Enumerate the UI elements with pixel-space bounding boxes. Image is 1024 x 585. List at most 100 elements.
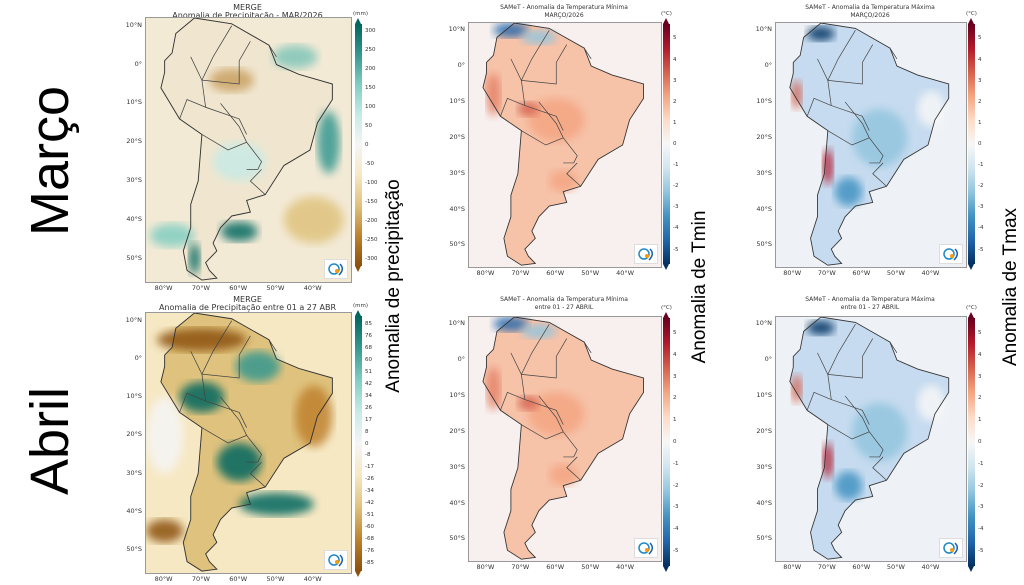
anomaly-region xyxy=(188,243,201,275)
side-label-tmax: Anomalia de Tmax xyxy=(1000,207,1021,367)
lon-tick-label: 60°W xyxy=(546,269,565,277)
colorbar-tick-label: -3 xyxy=(673,504,679,511)
anomaly-region xyxy=(549,464,578,486)
colorbar-tick-label: 3 xyxy=(673,77,677,84)
lon-tick-label: 60°W xyxy=(229,284,248,292)
panel-title: MERGE xyxy=(233,3,262,12)
colorbar-tick-label: -4 xyxy=(978,225,984,232)
anomaly-region xyxy=(852,109,908,167)
lat-tick-label: 50°S xyxy=(126,545,142,554)
anomaly-region xyxy=(791,80,802,110)
south-america-map xyxy=(776,317,966,561)
lon-tick-label: 80°W xyxy=(154,284,173,292)
side-label-tmin: Anomalia de Tmin xyxy=(689,210,710,364)
anomaly-region xyxy=(157,328,247,352)
colorbar-tick-label: 5 xyxy=(673,35,677,42)
south-america-map xyxy=(146,18,351,282)
colorbar-unit: (°C) xyxy=(661,305,672,311)
colorbar-tick-label: -3 xyxy=(978,204,984,211)
lat-tick-label: 30°S xyxy=(126,468,142,477)
colorbar-min-arrow xyxy=(355,266,361,272)
colorbar-tick-label: 300 xyxy=(365,28,376,35)
colorbar-tick-label: 3 xyxy=(673,373,677,380)
anomaly-region xyxy=(220,221,258,242)
colorbar-tick-label: 4 xyxy=(978,56,982,63)
panel-title: SAMeT - Anomalia da Temperatura Máxima xyxy=(805,4,935,11)
lat-tick-label: 20°S xyxy=(126,430,142,439)
colorbar-tick-label: 51 xyxy=(365,368,372,375)
colorbar-tick-label: 8 xyxy=(365,428,369,435)
colorbar-tick-label: -2 xyxy=(978,482,984,489)
coastline xyxy=(160,313,333,572)
colorbar-tick-label: 34 xyxy=(365,392,372,399)
colorbar-max-arrow xyxy=(663,312,669,318)
colorbar-tick-label: -300 xyxy=(365,255,378,262)
anomaly-region xyxy=(493,23,529,38)
anomaly-region xyxy=(822,442,833,479)
lon-tick-label: 60°W xyxy=(852,563,871,571)
colorbar-tick-label: 4 xyxy=(978,351,982,358)
colorbar-tick-label: 2 xyxy=(673,98,677,105)
colorbar-tick-label: -200 xyxy=(365,217,378,224)
colorbar-tick-label: -42 xyxy=(365,500,374,507)
lat-tick-label: 0° xyxy=(764,355,772,364)
panel-title: SAMeT - Anomalia da Temperatura Mínima xyxy=(500,4,628,11)
colorbar-tick-label: -4 xyxy=(673,526,679,533)
colorbar-max-arrow xyxy=(355,310,361,316)
row-label-marco: Março xyxy=(20,85,80,237)
colorbar-tick-label: 5 xyxy=(978,329,982,336)
lat-tick-label: 50°S xyxy=(756,240,772,249)
lat-tick-label: 10°N xyxy=(448,319,465,328)
lat-tick-label: 30°S xyxy=(756,168,772,177)
map-area xyxy=(775,316,967,562)
lon-tick-label: 40°W xyxy=(616,563,635,571)
colorbar-tick-label: -17 xyxy=(365,464,374,471)
colorbar-tick-label: -60 xyxy=(365,524,374,531)
colorbar-max-arrow xyxy=(355,18,361,24)
colorbar-tick-label: -34 xyxy=(365,488,374,495)
anomaly-region xyxy=(317,111,340,174)
institution-logo xyxy=(634,538,658,558)
anomaly-region xyxy=(528,392,585,436)
colorbar-tick-label: 200 xyxy=(365,66,376,73)
colorbar-tick-label: -85 xyxy=(365,560,374,567)
anomaly-region xyxy=(917,385,946,422)
anomaly-region xyxy=(146,397,184,474)
colorbar-tick-label: -150 xyxy=(365,198,378,205)
colorbar-tick-label: 0 xyxy=(365,440,369,447)
map-area xyxy=(468,316,662,562)
institution-logo xyxy=(634,244,658,264)
lon-tick-label: 70°W xyxy=(191,284,210,292)
lon-tick-label: 40°W xyxy=(616,269,635,277)
colorbar-min-arrow xyxy=(968,264,974,270)
colorbar-tick-label: 0 xyxy=(978,439,982,445)
colorbar-tick-label: -3 xyxy=(978,504,984,511)
anomaly-region xyxy=(521,30,557,45)
colorbar-unit: (°C) xyxy=(966,11,977,17)
lon-tick-label: 70°W xyxy=(817,563,836,571)
country-borders xyxy=(806,29,898,187)
panel-title: Anomalia de Precipitação entre 01 a 27 A… xyxy=(158,303,337,312)
lon-tick-label: 80°W xyxy=(783,563,802,571)
lat-tick-label: 30°S xyxy=(449,462,465,471)
colorbar-tick-label: 5 xyxy=(673,329,677,336)
lon-tick-label: 60°W xyxy=(852,269,871,277)
colorbar-unit: (°C) xyxy=(966,305,977,311)
colorbar-unit: (mm) xyxy=(353,11,369,17)
colorbar-tick-label: -26 xyxy=(365,476,374,483)
colorbar-gradient xyxy=(968,24,975,264)
lat-tick-label: 20°S xyxy=(756,426,772,435)
colorbar-tick-label: 1 xyxy=(978,119,982,126)
colorbar-unit: (°C) xyxy=(661,11,672,17)
colorbar-tick-label: 5 xyxy=(978,35,982,42)
colorbar-tick-label: -3 xyxy=(673,204,679,211)
lat-tick-label: 0° xyxy=(457,61,465,70)
colorbar-tick-label: 17 xyxy=(365,416,372,423)
colorbar-max-arrow xyxy=(968,18,974,24)
lat-tick-label: 10°S xyxy=(756,96,772,105)
colorbar-tick-label: -5 xyxy=(673,246,679,253)
colorbar-tick-label: 2 xyxy=(978,395,982,402)
coastline xyxy=(482,23,644,266)
anomaly-region xyxy=(807,320,835,335)
